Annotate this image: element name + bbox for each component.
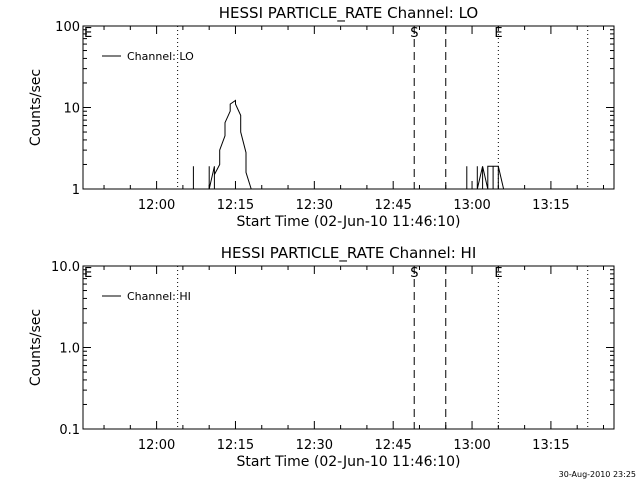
x-tick-label: 12:45 xyxy=(374,198,411,213)
series-line xyxy=(192,99,252,190)
event-marker-label: S xyxy=(410,266,418,281)
x-tick-label: 13:15 xyxy=(532,438,569,453)
x-tick-label: 12:30 xyxy=(296,438,333,453)
x-tick-label: 13:00 xyxy=(453,438,490,453)
series-line xyxy=(466,165,505,190)
y-tick-label: 1 xyxy=(72,183,80,198)
legend-entry: Channel: LO xyxy=(127,50,194,63)
legend-entry: Channel: HI xyxy=(127,290,191,303)
event-marker-label: E xyxy=(494,266,502,281)
y-tick-label: 1.0 xyxy=(59,342,80,357)
x-axis-label: Start Time (02-Jun-10 11:46:10) xyxy=(237,454,461,470)
event-marker-label: E xyxy=(84,26,92,41)
x-axis-label: Start Time (02-Jun-10 11:46:10) xyxy=(237,214,461,230)
y-axis-label: Counts/sec xyxy=(28,69,44,146)
y-tick-label: 0.1 xyxy=(59,423,80,438)
event-marker-label: E xyxy=(494,26,502,41)
y-axis-label: Counts/sec xyxy=(28,309,44,386)
event-marker-label: S xyxy=(410,26,418,41)
footer-timestamp: 30-Aug-2010 23:25 xyxy=(559,470,636,479)
x-tick-label: 12:45 xyxy=(374,438,411,453)
x-tick-label: 12:15 xyxy=(217,438,254,453)
y-tick-label: 10 xyxy=(63,102,80,117)
chart-title: HESSI PARTICLE_RATE Channel: LO xyxy=(219,4,478,23)
chart-title: HESSI PARTICLE_RATE Channel: HI xyxy=(221,244,477,263)
x-tick-label: 12:00 xyxy=(138,438,175,453)
y-tick-label: 100 xyxy=(55,20,80,35)
x-tick-label: 12:30 xyxy=(296,198,333,213)
x-tick-label: 13:00 xyxy=(453,198,490,213)
y-tick-label: 10.0 xyxy=(51,260,80,275)
x-tick-label: 12:15 xyxy=(217,198,254,213)
event-marker-label: E xyxy=(84,266,92,281)
x-tick-label: 12:00 xyxy=(138,198,175,213)
x-tick-label: 13:15 xyxy=(532,198,569,213)
